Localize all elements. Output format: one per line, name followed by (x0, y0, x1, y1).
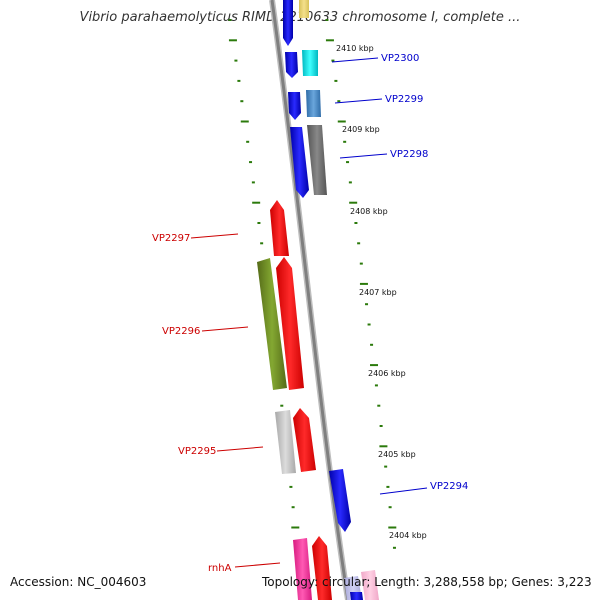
genome-summary-text: Topology: circular; Length: 3,288,558 bp… (262, 575, 592, 589)
kbp-labels: 2410 kbp 2409 kbp 2408 kbp 2407 kbp 2406… (336, 44, 427, 540)
gene-arrow[interactable] (312, 536, 332, 600)
gene-label-vp2296[interactable]: VP2296 (162, 326, 200, 337)
gene-arrow[interactable] (283, 0, 293, 46)
kbp-label: 2408 kbp (350, 207, 388, 216)
gene-arrow-vp2294[interactable] (329, 469, 351, 532)
gene-arrow-vp2295[interactable] (275, 410, 296, 474)
gene-arrow[interactable] (285, 52, 298, 78)
gene-label-rnha[interactable]: rnhA (208, 563, 232, 574)
gene-arrow[interactable] (276, 257, 304, 390)
gene-arrow-vp2298[interactable] (307, 125, 327, 195)
gene-label-vp2298[interactable]: VP2298 (390, 149, 428, 160)
gene-arrow[interactable] (361, 570, 379, 600)
kbp-label: 2410 kbp (336, 44, 374, 53)
gene-arrow[interactable] (299, 0, 309, 18)
kbp-label: 2404 kbp (389, 531, 427, 540)
gene-labels: VP2300 VP2299 VP2298 VP2297 VP2296 VP229… (152, 53, 468, 574)
kbp-label: 2409 kbp (342, 125, 380, 134)
gene-features (257, 0, 379, 600)
gene-arrow[interactable] (293, 408, 316, 472)
gene-label-vp2297[interactable]: VP2297 (152, 233, 190, 244)
gene-arrow[interactable] (350, 592, 363, 600)
gene-arrow[interactable] (288, 92, 301, 120)
accession-text: Accession: NC_004603 (10, 575, 147, 589)
gene-arrow-vp2296[interactable] (257, 258, 287, 390)
gene-arrow-vp2297[interactable] (270, 200, 289, 256)
gene-arrow[interactable] (290, 127, 309, 198)
kbp-label: 2405 kbp (378, 450, 416, 459)
kbp-label: 2407 kbp (359, 288, 397, 297)
gene-arrow-vp2299[interactable] (306, 90, 321, 117)
gene-label-vp2299[interactable]: VP2299 (385, 94, 423, 105)
gene-label-vp2295[interactable]: VP2295 (178, 446, 216, 457)
gene-label-vp2294[interactable]: VP2294 (430, 481, 468, 492)
gene-arrow-rnha[interactable] (293, 538, 312, 600)
gene-arrow-vp2300[interactable] (302, 50, 318, 76)
chromosome-backbone (269, 0, 351, 600)
kbp-label: 2406 kbp (368, 369, 406, 378)
gene-label-vp2300[interactable]: VP2300 (381, 53, 419, 64)
